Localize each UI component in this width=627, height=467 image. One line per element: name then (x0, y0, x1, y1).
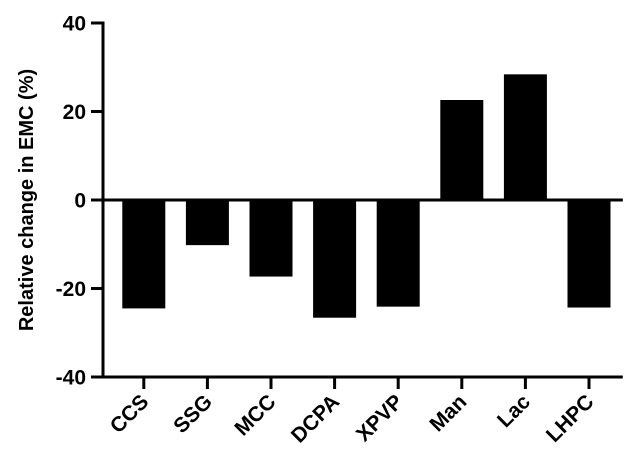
bar-xpvp (376, 200, 420, 307)
y-axis-label: Relative change in EMC (%) (16, 69, 38, 331)
bar-lac (503, 74, 547, 200)
x-tick-label-lhpc: LHPC (542, 390, 599, 447)
x-tick-label-xpvp: XPVP (352, 390, 408, 446)
y-ticks: -40 -20 0 20 40 (56, 13, 103, 390)
bar-lhpc (567, 200, 611, 308)
bar-mcc (249, 200, 293, 277)
y-tick-label: -20 (56, 278, 86, 301)
y-tick-label: 40 (63, 13, 86, 36)
x-tick-label-dcpa: DCPA (287, 390, 344, 447)
bar-ssg (185, 200, 229, 246)
x-tick-label-ccs: CCS (106, 390, 154, 438)
x-ticks: CCS SSG MCC DCPA XPVP Man Lac LHPC (106, 377, 599, 448)
bar-ccs (122, 200, 166, 309)
x-tick-label-lac: Lac (493, 390, 535, 432)
x-tick-label-man: Man (425, 390, 471, 436)
y-tick-label: 0 (74, 190, 86, 213)
bars (122, 74, 611, 318)
y-tick-label: 20 (63, 101, 86, 124)
bar-man (440, 99, 484, 200)
x-tick-label-mcc: MCC (230, 390, 280, 440)
x-tick-label-ssg: SSG (169, 390, 217, 438)
y-tick-label: -40 (56, 367, 86, 390)
bar-dcpa (313, 200, 357, 318)
